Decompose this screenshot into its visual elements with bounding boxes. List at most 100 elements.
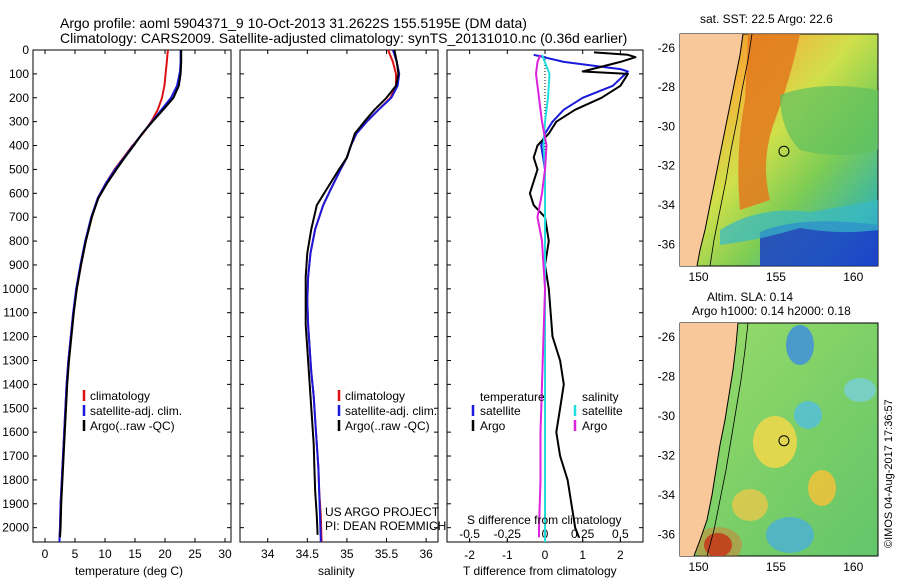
y-tick-label: 100: [9, 67, 29, 81]
x-tick-label: 34.5: [296, 547, 320, 561]
map-x-tick-label: 150: [689, 560, 709, 574]
legend-label: climatology: [90, 389, 150, 403]
legend-title-salinity: salinity: [582, 390, 619, 404]
legend-label: satellite-adj. clim.: [345, 404, 437, 418]
map-x-tick-label: 155: [766, 270, 786, 284]
legend-label: Argo: [480, 419, 506, 433]
x-tick-label: -1: [502, 548, 513, 562]
y-tick-label: 0: [22, 43, 29, 57]
series-layer: [58, 49, 637, 543]
x-tick-label: 0: [42, 547, 49, 561]
s-tick-label: -0.5: [459, 527, 480, 541]
y-tick-label: 1900: [2, 497, 29, 511]
sla-land: [680, 323, 738, 556]
legend-label: climatology: [345, 389, 405, 403]
y-tick-label: 1800: [2, 473, 29, 487]
sla-yellow-eddy-3: [732, 489, 768, 521]
pi-annotation: PI: DEAN ROEMMICH: [325, 519, 446, 533]
series-line-argo-raw-qc-: [59, 50, 183, 538]
sla-coastline: [693, 323, 739, 556]
map-x-tick-label: 155: [766, 560, 786, 574]
s-tick-label: 0.5: [612, 527, 629, 541]
y-tick-label: 900: [9, 258, 29, 272]
map-y-tick-label: -26: [658, 41, 676, 55]
sst-float-marker: [778, 145, 790, 157]
y-tick-label: 800: [9, 234, 29, 248]
map-y-tick-label: -32: [658, 448, 676, 462]
y-tick-label: 400: [9, 139, 29, 153]
x-tick-label: 36: [419, 547, 433, 561]
credit-timestamp: ©IMOS 04-Aug-2017 17:36:57: [883, 399, 895, 548]
sst-cool-patch: [780, 86, 878, 155]
y-tick-label: 700: [9, 210, 29, 224]
map-y-tick-label: -34: [658, 488, 676, 502]
sst-warm-core: [738, 34, 800, 210]
legend-label: satellite: [582, 404, 623, 418]
y-tick-label: 200: [9, 91, 29, 105]
y-tick-label: 1100: [3, 306, 29, 320]
map-y-tick-label: -34: [658, 198, 676, 212]
series-line-s-satellite: [541, 54, 551, 542]
sla-map: Altim. SLA: 0.14 Argo h1000: 0.14 h2000:…: [679, 290, 879, 557]
legend-title-temperature: temperature: [480, 390, 545, 404]
x-tick-label: -2: [464, 548, 475, 562]
s-tick-label: -0.25: [494, 527, 522, 541]
x-tick-label: 5: [72, 547, 79, 561]
series-line-argo-raw-qc-: [304, 49, 400, 535]
series-line-t-argo: [528, 51, 637, 538]
y-tick-label: 1600: [2, 425, 29, 439]
map-y-tick-label: -32: [658, 159, 676, 173]
legend-label: satellite-adj. clim.: [90, 404, 182, 418]
legend-label: Argo(..raw -QC): [90, 419, 175, 433]
map-y-tick-label: -30: [658, 409, 676, 423]
series-line-s-argo: [535, 54, 548, 538]
x-tick-label: 34: [261, 547, 275, 561]
y-tick-label: 2000: [2, 521, 29, 535]
x-tick-label: 15: [128, 547, 142, 561]
figure-title-line1: Argo profile: aoml 5904371_9 10-Oct-2013…: [60, 15, 527, 31]
x-tick-label: 2: [617, 548, 624, 562]
series-line-satellite-adj-clim-: [306, 49, 401, 543]
sla-yellow-eddy-1: [753, 416, 797, 468]
sla-map-title: Altim. SLA: 0.14: [707, 290, 793, 304]
map-y-tick-label: -26: [658, 330, 676, 344]
project-annotation: US ARGO PROJECT: [325, 505, 440, 519]
x-tick-label: 1: [579, 548, 586, 562]
sst-map: sat. SST: 22.5 Argo: 22.6: [679, 12, 879, 267]
sla-contour: [706, 323, 749, 556]
series-line-climatology: [306, 49, 397, 543]
y-tick-label: 1500: [2, 401, 29, 415]
s-tick-label: 0.25: [571, 527, 595, 541]
x-tick-label: 10: [98, 547, 112, 561]
sla-warm-halo: [694, 527, 742, 556]
legend-label: satellite: [480, 404, 521, 418]
temperature-panel: [32, 49, 232, 543]
sla-map-subtitle: Argo h1000: 0.14 h2000: 0.18: [692, 304, 851, 318]
y-tick-label: 1000: [2, 282, 29, 296]
s-difference-label: S difference from climatology: [467, 513, 622, 527]
x-tick-label: 0: [542, 548, 549, 562]
x-tick-label: 20: [158, 547, 172, 561]
temperature-xlabel: temperature (deg C): [75, 564, 183, 578]
map-y-tick-label: -30: [658, 119, 676, 133]
series-line-satellite-adj-clim-: [58, 50, 182, 543]
sst-map-title: sat. SST: 22.5 Argo: 22.6: [700, 12, 833, 26]
sst-land: [680, 34, 743, 266]
y-tick-label: 600: [9, 186, 29, 200]
axes-layer: 0100200300400500600700800900100011001200…: [2, 41, 863, 574]
x-tick-label: 30: [218, 547, 232, 561]
y-tick-label: 1200: [2, 330, 29, 344]
map-x-tick-label: 160: [843, 270, 863, 284]
figure-title-line2: Climatology: CARS2009. Satellite-adjuste…: [60, 30, 627, 46]
legend-label: Argo(..raw -QC): [345, 419, 430, 433]
y-tick-label: 500: [9, 162, 29, 176]
sla-float-marker: [778, 435, 790, 447]
y-tick-label: 300: [9, 115, 29, 129]
map-x-tick-label: 160: [843, 560, 863, 574]
map-y-tick-label: -28: [658, 369, 676, 383]
legend-label: Argo: [582, 419, 608, 433]
sla-blue-eddy-4: [766, 517, 814, 553]
map-y-tick-label: -36: [658, 237, 676, 251]
